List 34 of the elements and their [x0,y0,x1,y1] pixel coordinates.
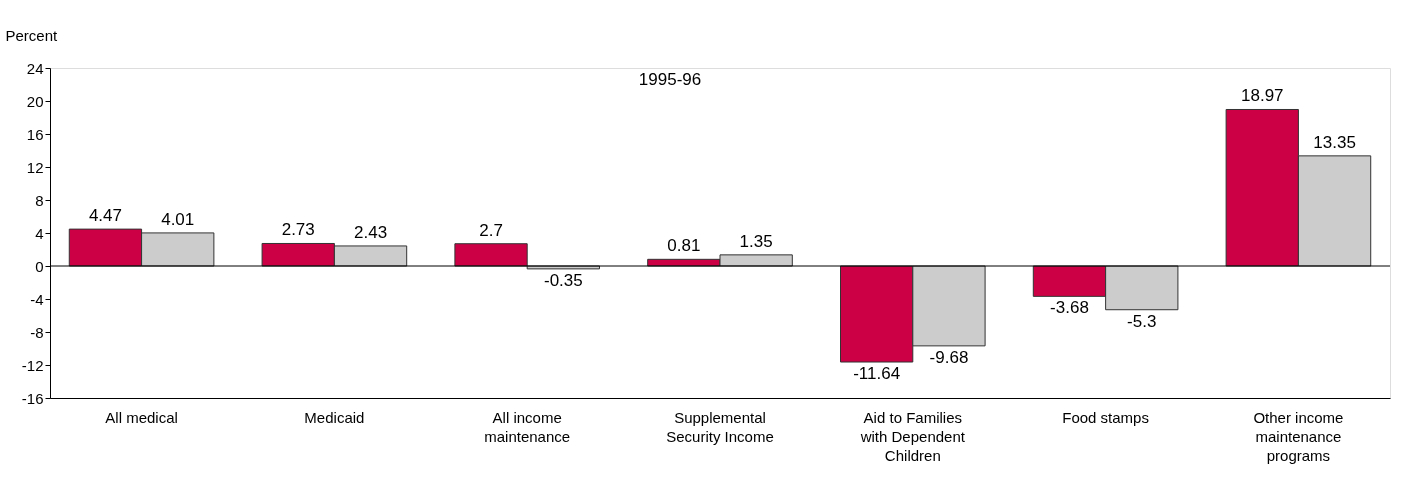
y-axis-title: Percent [5,26,59,44]
data-label: 13.35 [1313,132,1356,152]
x-tick-label: Other income maintenance programs [1253,408,1344,464]
y-tick-label: 24 [26,59,44,77]
x-tick-label: All income maintenance [484,408,571,445]
y-tick-label: -16 [21,389,44,407]
y-tick-label: 16 [26,125,44,143]
data-label: 0.81 [667,236,701,256]
y-tick-label: 4 [35,224,44,242]
data-label: 2.43 [353,222,388,242]
x-tick-label: Food stamps [1062,408,1149,426]
y-tick-label: -4 [30,290,44,308]
x-tick-label: All medical [105,408,178,426]
data-label: 2.7 [479,220,503,240]
data-label: -11.64 [853,364,901,384]
data-label: -5.3 [1127,311,1157,331]
x-tick-label: Aid to Families with Dependent Children [859,408,966,464]
y-tick-label: 20 [26,92,44,110]
data-label: 2.73 [281,220,315,240]
y-tick-label: -8 [30,323,44,341]
y-tick-label: -12 [21,356,44,374]
data-label: 4.01 [161,209,195,229]
annotation: 1995-96 [638,70,702,89]
data-label: -9.68 [929,347,969,367]
data-label: -3.68 [1050,298,1089,318]
y-tick-label: 8 [35,191,44,209]
x-tick-label: Supplemental Security Income [666,408,774,445]
y-tick-label: 12 [26,158,44,176]
y-tick-label: 0 [35,257,44,275]
data-label: 18.97 [1240,86,1284,106]
data-label: 4.47 [88,206,122,226]
data-label: 1.35 [739,231,773,251]
x-tick-label: Medicaid [304,408,365,426]
data-label: -0.35 [543,270,583,290]
